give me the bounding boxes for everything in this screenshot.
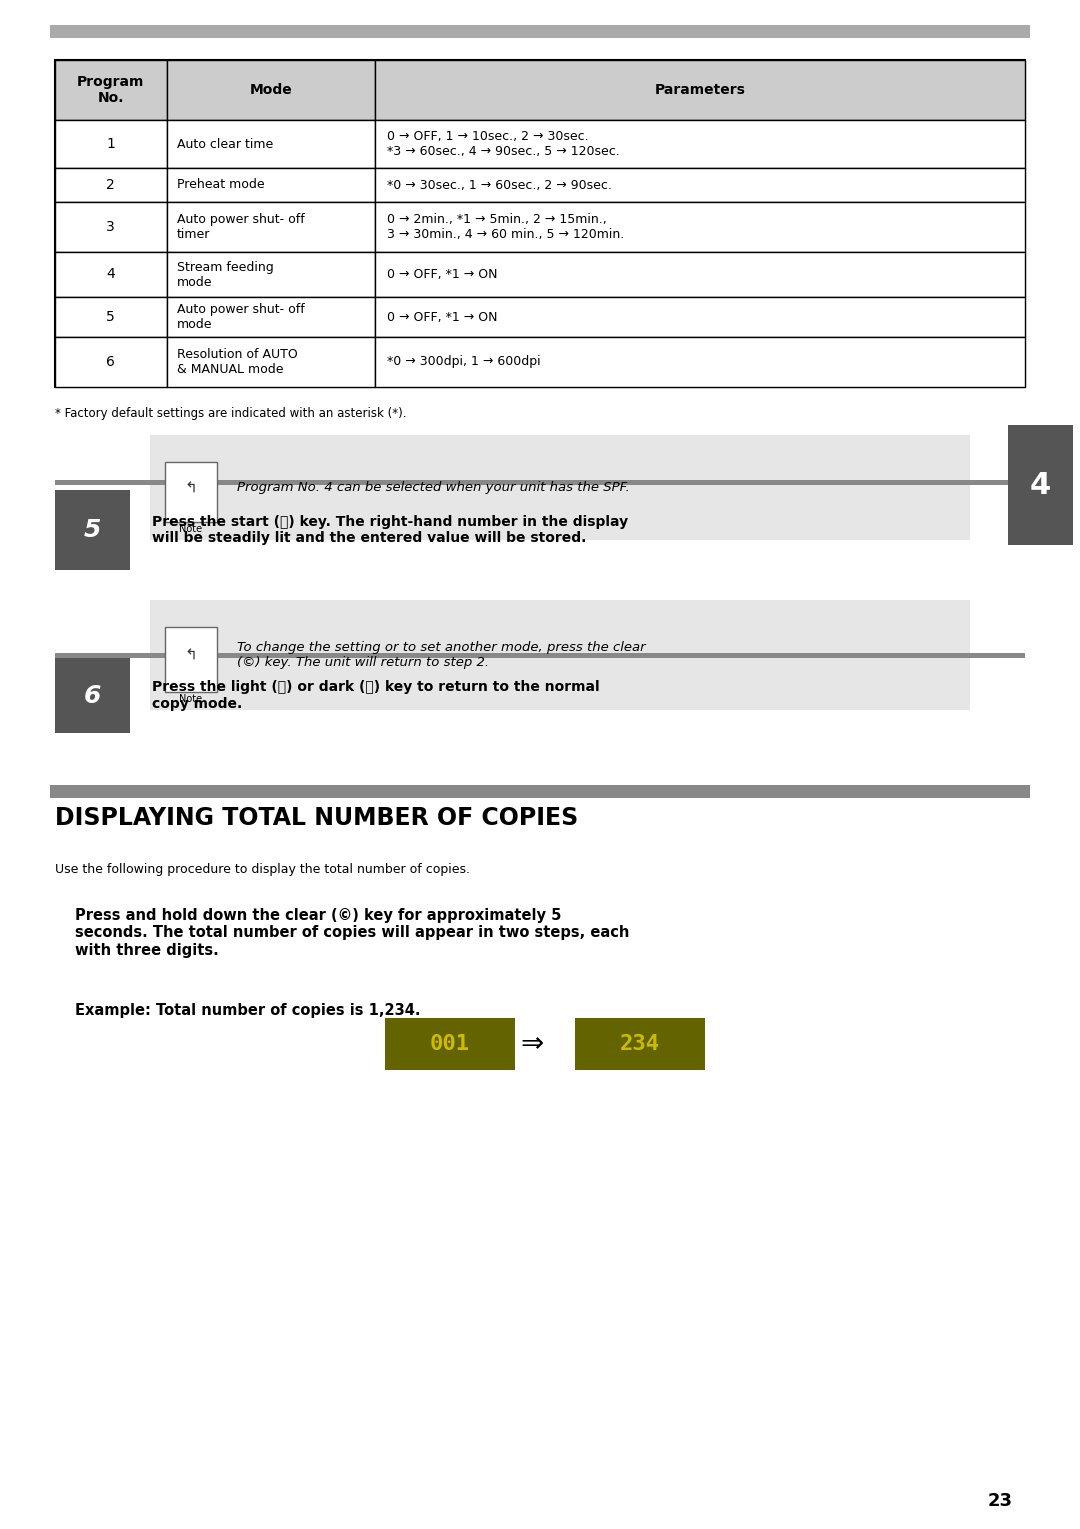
Bar (55, 252, 166, 297)
Bar (166, 252, 375, 297)
Text: Parameters: Parameters (654, 83, 745, 96)
Bar (1008, 425, 1074, 544)
Bar (55, 657, 130, 732)
Text: DISPLAYING TOTAL NUMBER OF COPIES: DISPLAYING TOTAL NUMBER OF COPIES (55, 806, 578, 830)
Text: Press the light (ⓘ) or dark (ⓘ) key to return to the normal
copy mode.: Press the light (ⓘ) or dark (ⓘ) key to r… (152, 680, 599, 711)
Bar (375, 202, 1025, 252)
Text: Preheat mode: Preheat mode (176, 179, 265, 191)
Text: 2: 2 (107, 177, 116, 193)
Text: Auto power shut- off
timer: Auto power shut- off timer (176, 213, 305, 242)
Bar (166, 336, 375, 387)
Text: *0 → 300dpi, 1 → 600dpi: *0 → 300dpi, 1 → 600dpi (387, 356, 541, 368)
Text: ↰: ↰ (185, 480, 198, 495)
Text: 5: 5 (84, 518, 102, 541)
Bar (375, 168, 1025, 202)
Bar (55, 202, 166, 252)
Text: Auto power shut- off
mode: Auto power shut- off mode (176, 303, 305, 330)
Text: 3: 3 (107, 220, 116, 234)
Text: 23: 23 (987, 1492, 1013, 1511)
Bar (375, 336, 1025, 387)
Bar (375, 252, 1025, 297)
Bar (384, 1018, 515, 1070)
Text: Note: Note (179, 524, 203, 534)
Text: Stream feeding
mode: Stream feeding mode (176, 260, 273, 289)
Text: Example: Total number of copies is 1,234.: Example: Total number of copies is 1,234… (75, 1003, 420, 1018)
Bar (55, 60, 166, 119)
Text: 0 → 2min., *1 → 5min., 2 → 15min.,
3 → 30min., 4 → 60 min., 5 → 120min.: 0 → 2min., *1 → 5min., 2 → 15min., 3 → 3… (387, 213, 624, 242)
Text: Program No. 4 can be selected when your unit has the SPF.: Program No. 4 can be selected when your … (237, 482, 630, 494)
Bar (375, 119, 1025, 168)
Text: *0 → 30sec., 1 → 60sec., 2 → 90sec.: *0 → 30sec., 1 → 60sec., 2 → 90sec. (387, 179, 612, 191)
Bar (55, 60, 1025, 119)
Bar (55, 297, 166, 336)
Bar (55, 119, 166, 168)
Text: 6: 6 (84, 683, 102, 708)
Text: 1: 1 (106, 138, 116, 151)
Text: ⇒: ⇒ (521, 1031, 543, 1058)
Bar (575, 1018, 705, 1070)
Text: 0 → OFF, 1 → 10sec., 2 → 30sec.
*3 → 60sec., 4 → 90sec., 5 → 120sec.: 0 → OFF, 1 → 10sec., 2 → 30sec. *3 → 60s… (387, 130, 620, 157)
Bar (150, 599, 970, 709)
Text: 001: 001 (430, 1034, 470, 1053)
Bar (166, 119, 375, 168)
Bar (166, 297, 375, 336)
Text: Press the start (ⓘ) key. The right-hand number in the display
will be steadily l: Press the start (ⓘ) key. The right-hand … (152, 515, 629, 546)
Bar (55, 653, 1025, 657)
Text: 4: 4 (1030, 471, 1051, 500)
Text: Program
No.: Program No. (77, 75, 145, 106)
Text: Press and hold down the clear (©) key for approximately 5
seconds. The total num: Press and hold down the clear (©) key fo… (75, 908, 630, 957)
Text: 0 → OFF, *1 → ON: 0 → OFF, *1 → ON (387, 310, 498, 324)
Bar (55, 60, 1025, 387)
Bar (55, 336, 166, 387)
Text: Resolution of AUTO
& MANUAL mode: Resolution of AUTO & MANUAL mode (176, 349, 297, 376)
Bar (50, 24, 1030, 38)
Bar (375, 60, 1025, 119)
Text: * Factory default settings are indicated with an asterisk (*).: * Factory default settings are indicated… (55, 407, 406, 420)
Bar (166, 60, 375, 119)
Text: 4: 4 (107, 268, 116, 281)
Bar (166, 168, 375, 202)
Bar (50, 784, 1030, 798)
Bar (55, 489, 130, 570)
Text: To change the setting or to set another mode, press the clear
(©) key. The unit : To change the setting or to set another … (237, 641, 646, 670)
Bar (55, 168, 166, 202)
Bar (375, 297, 1025, 336)
Bar (55, 480, 1025, 485)
Text: Auto clear time: Auto clear time (176, 138, 273, 150)
Text: Mode: Mode (249, 83, 293, 96)
Bar (165, 462, 217, 521)
Text: 6: 6 (106, 355, 116, 368)
Text: ↰: ↰ (185, 648, 198, 664)
Text: 234: 234 (620, 1034, 660, 1053)
Text: 0 → OFF, *1 → ON: 0 → OFF, *1 → ON (387, 268, 498, 281)
Text: 5: 5 (107, 310, 116, 324)
Bar (150, 434, 970, 540)
Text: Note: Note (179, 694, 203, 703)
Bar (165, 627, 217, 693)
Bar (166, 202, 375, 252)
Text: Use the following procedure to display the total number of copies.: Use the following procedure to display t… (55, 862, 470, 876)
